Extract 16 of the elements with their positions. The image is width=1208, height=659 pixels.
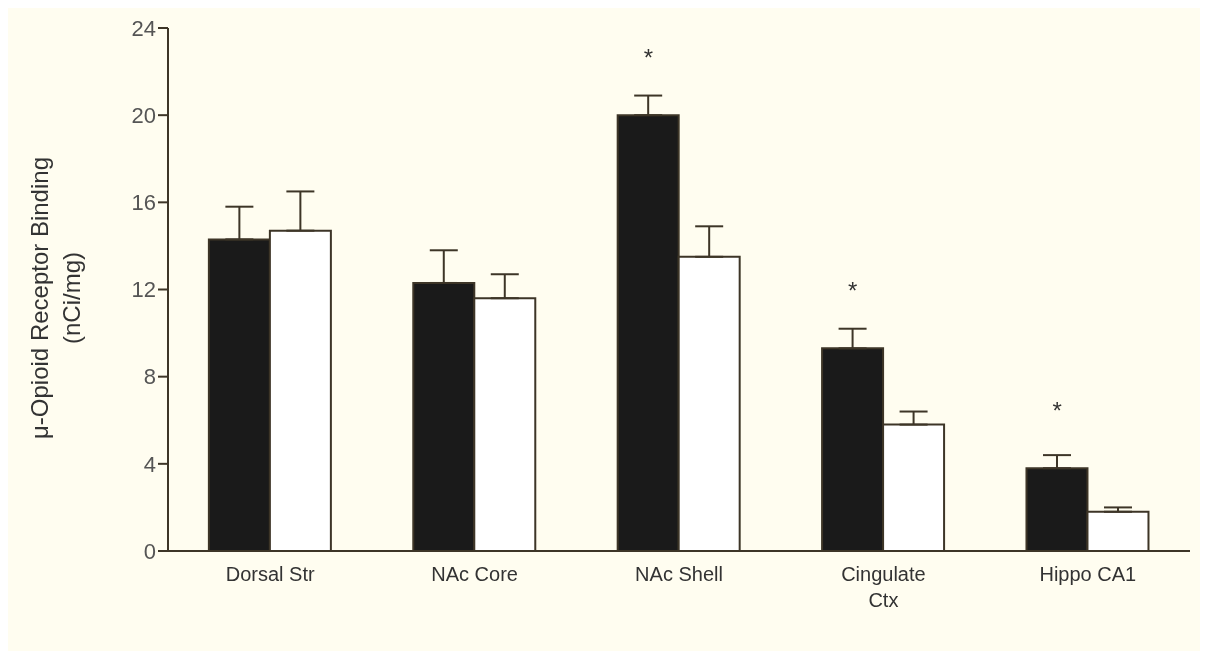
x-tick-label: Cingulate Ctx [841, 563, 926, 611]
y-axis-title: μ-Opioid Receptor Binding (nCi/mg) [26, 157, 85, 439]
x-tick-label: Dorsal Str [225, 563, 315, 585]
y-tick-label: 24 [131, 15, 156, 41]
y-tick-label: 20 [131, 102, 156, 128]
y-tick-label: 4 [143, 451, 156, 477]
x-tick-label: NAc Shell [635, 563, 723, 585]
y-tick-label: 0 [143, 538, 156, 564]
y-tick-label: 8 [143, 364, 156, 390]
y-tick-label: 12 [131, 277, 156, 303]
y-tick-label: 16 [131, 190, 156, 216]
annotation: * [848, 276, 858, 304]
annotation: * [1052, 396, 1062, 424]
annotation: * [643, 43, 654, 71]
x-tick-label: NAc Core [431, 563, 518, 585]
x-tick-label: Hippo CA1 [1039, 563, 1137, 585]
